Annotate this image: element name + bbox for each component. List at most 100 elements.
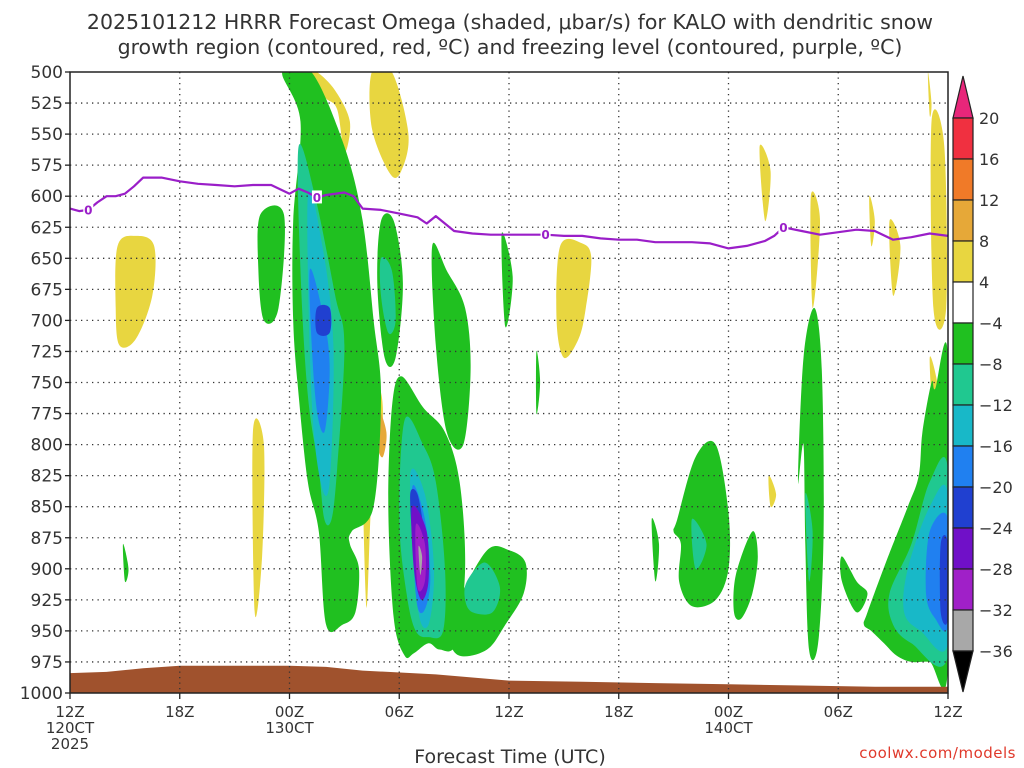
x-tick-label-0-3: 2025 [51,735,89,753]
freezing-label-bg-0 [83,202,94,216]
omega-region-22 [431,242,471,450]
freezing-label-bg-1 [311,190,322,204]
y-tick-label-750: 750 [31,374,63,394]
omega-region-29 [798,307,824,661]
y-tick-label-525: 525 [31,94,63,114]
y-tick-label-725: 725 [31,342,63,362]
omega-region-10 [889,219,901,296]
colorbar-label-5: −4 [979,314,1003,333]
omega-region-32 [651,517,660,582]
y-tick-label-500: 500 [31,63,63,83]
colorbar-band-11 [952,568,974,611]
colorbar-label-7: −12 [979,396,1013,415]
colorbar-label-12: −32 [979,601,1013,620]
omega-region-26 [122,543,129,583]
y-tick-label-550: 550 [31,125,63,145]
colorbar-band-10 [952,527,974,570]
omega-region-34 [379,257,396,335]
x-tick-label-12-2: 130CT [265,719,314,737]
freezing-level-contour: 0 0 0 0 [69,176,949,250]
y-tick-label-950: 950 [31,622,63,642]
y-tick-label-900: 900 [31,560,63,580]
omega-region-36 [464,562,501,615]
x-axis-label: Forecast Time (UTC) [414,746,605,768]
y-tick-label-875: 875 [31,529,63,549]
colorbar-band-12 [952,609,974,652]
colorbar-label-0: 20 [979,109,999,128]
colorbar-band-1 [952,158,974,201]
colorbar-label-13: −36 [979,642,1013,661]
gridlines [70,72,948,693]
omega-shading [115,72,948,690]
x-tick-label-48-1: 12Z [933,703,962,721]
colorbar-band-3 [952,240,974,283]
colorbar-band-6 [952,363,974,406]
y-tick-label-625: 625 [31,218,63,238]
y-tick-label-775: 775 [31,405,63,425]
y-tick-label-825: 825 [31,467,63,487]
y-axis: 500 525 550 575 600 625 650 675 700 725 750 775 800 8… [20,63,70,704]
colorbar-label-4: 4 [979,273,989,292]
omega-region-6 [556,238,592,359]
colorbar-label-11: −28 [979,560,1013,579]
colorbar: 20 16 12 8 4 −4 −8 −12 −16 −20 −24 −28 −32 −36 [952,75,1013,693]
y-tick-label-650: 650 [31,249,63,269]
colorbar-bottom-triangle [952,650,974,693]
x-tick-label-18-1: 06Z [385,703,414,721]
omega-region-1 [307,72,351,153]
x-tick-label-36-2: 140CT [704,719,753,737]
omega-region-28 [733,531,758,620]
colorbar-label-8: −16 [979,437,1013,456]
x-tick-label-36-1: 00Z [714,703,743,721]
chart-title-line-1: 2025101212 HRRR Forecast Omega (shaded, … [87,10,933,34]
y-tick-label-575: 575 [31,156,63,176]
colorbar-band-4 [952,281,974,324]
colorbar-band-0 [952,117,974,160]
chart-title-line-2: growth region (contoured, red, ºC) and f… [118,35,903,59]
freezing-level-label-2: 0 [541,228,549,242]
y-tick-label-675: 675 [31,280,63,300]
x-tick-label-30-1: 18Z [604,703,633,721]
y-tick-label-850: 850 [31,498,63,518]
omega-region-51 [418,545,423,576]
omega-region-2 [115,235,156,348]
freezing-level-label-0: 0 [84,203,92,217]
omega-region-13 [768,475,777,508]
colorbar-band-5 [952,322,974,365]
colorbar-top-triangle [952,75,974,119]
omega-region-48 [939,535,948,625]
omega-region-37 [805,492,813,582]
omega-region-11 [930,109,948,330]
omega-region-0 [369,72,409,178]
x-tick-label-6-1: 18Z [165,703,194,721]
freezing-level-label-3: 0 [779,221,787,235]
omega-region-24 [501,232,513,328]
colorbar-band-7 [952,404,974,447]
colorbar-label-10: −24 [979,519,1013,538]
x-tick-label-0-1: 12Z [55,703,84,721]
colorbar-band-9 [952,486,974,529]
x-tick-label-0-2: 120CT [46,719,95,737]
y-tick-label-1000: 1000 [20,684,63,704]
omega-region-7 [759,144,771,222]
colorbar-band-2 [952,199,974,242]
freezing-label-bg-2 [540,227,551,241]
omega-region-27 [673,440,731,608]
omega-region-3 [252,418,265,618]
colorbar-label-6: −8 [979,355,1003,374]
x-tick-label-24-1: 12Z [494,703,523,721]
omega-region-8 [810,191,821,309]
colorbar-label-2: 12 [979,191,999,210]
freezing-label-bg-3 [778,220,789,234]
omega-region-9 [869,195,875,247]
y-tick-label-700: 700 [31,311,63,331]
omega-region-39 [691,518,707,570]
colorbar-label-3: 8 [979,232,989,251]
omega-region-14 [927,72,932,117]
freezing-level-label-1: 0 [313,191,321,205]
omega-region-19 [257,205,285,324]
colorbar-band-8 [952,445,974,488]
x-tick-label-12-1: 00Z [275,703,304,721]
